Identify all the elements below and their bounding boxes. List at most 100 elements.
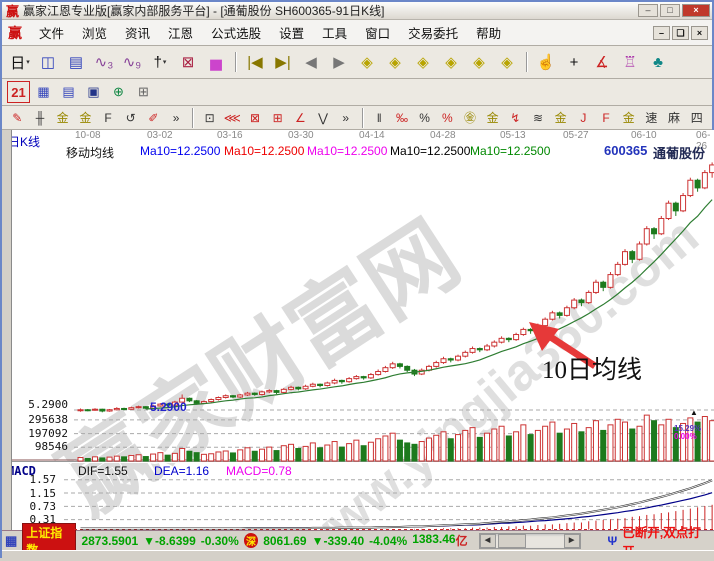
scroll-right-button[interactable]: ▶ (563, 533, 580, 548)
scroll-thumb[interactable] (497, 533, 526, 548)
stock-code: 600365 (604, 143, 648, 158)
box-fan-2-tool[interactable]: ⊞ (272, 110, 283, 125)
menu-item-江恩[interactable]: 江恩 (168, 27, 194, 41)
maximize-button[interactable]: □ (660, 4, 680, 17)
first-page-button[interactable]: |◀ (247, 54, 263, 71)
toolbar-separator (362, 107, 363, 128)
percent-line-tool[interactable]: % (441, 110, 453, 125)
menu-item-文件[interactable]: 文件 (39, 27, 65, 41)
fib-grid-tool[interactable]: F (104, 110, 112, 125)
kline-chart-canvas[interactable] (2, 130, 714, 530)
scroll-left-button[interactable]: ◀ (479, 533, 496, 548)
zigzag-tool[interactable]: ⋁ (318, 110, 328, 125)
box-tool[interactable]: ⊡ (204, 110, 215, 125)
shenzhen-badge: 深 (243, 533, 259, 548)
gold-circle-tool[interactable]: ㊎ (463, 111, 476, 125)
date-tick-label: 03-16 (217, 130, 243, 141)
pencil-tool[interactable]: ✎ (12, 110, 23, 125)
menu-item-设置[interactable]: 设置 (279, 27, 305, 41)
mdi-restore-button[interactable]: ❏ (672, 25, 689, 40)
wave-3-button[interactable]: ∿₃ (94, 54, 114, 71)
prev-button[interactable]: ◀ (305, 54, 317, 71)
diamond-zoomout-button[interactable]: ◈ (501, 54, 513, 71)
close-button[interactable]: × (682, 4, 710, 17)
sz-index-pct: -4.04% (369, 533, 408, 548)
mdi-close-button[interactable]: × (691, 25, 708, 40)
diamond-zoomin-button[interactable]: ◈ (473, 54, 485, 71)
f-line-tool[interactable]: F (602, 110, 610, 125)
diamond-hexpand-button[interactable]: ◈ (445, 54, 457, 71)
mdi-minimize-button[interactable]: – (653, 25, 670, 40)
percent-tool[interactable]: % (419, 110, 430, 125)
grid-tool[interactable]: ╫ (35, 110, 45, 125)
j-line-tool[interactable]: J (580, 110, 587, 125)
diamond-left-button[interactable]: ◈ (361, 54, 373, 71)
notepad-button[interactable]: ▤ (62, 84, 75, 99)
save-button[interactable]: ▣ (87, 84, 100, 99)
ma-section-label: 移动均线 (66, 146, 115, 160)
candle-style-button[interactable]: † ▾ (153, 53, 167, 71)
gann-grid-1-tool[interactable]: 金 (56, 111, 69, 125)
angle-tool-button[interactable]: ∡ (595, 54, 609, 71)
spiral-tool[interactable]: ↺ (125, 110, 136, 125)
analyze-tool-button[interactable]: ♣ (653, 53, 663, 71)
ma10-line (145, 199, 713, 410)
next-button[interactable]: ▶ (333, 54, 345, 71)
menu-item-资讯[interactable]: 资讯 (125, 27, 151, 41)
more-tools-2-button[interactable]: » (342, 110, 350, 125)
quote-grid-icon[interactable]: ▦ (5, 532, 18, 548)
market-screen-button[interactable]: ◫ (40, 54, 56, 71)
gold-line-2-tool[interactable]: 金 (554, 111, 567, 125)
crosshair-tool-button[interactable]: + (569, 53, 579, 71)
ma10-legend-value: Ma10=12.2500 (307, 144, 388, 158)
wave-box-tool[interactable]: ≋ (532, 110, 544, 125)
angle-lines-tool[interactable]: ∠ (294, 110, 306, 125)
formula-button[interactable]: ⊠ (181, 54, 195, 71)
menu-item-帮助[interactable]: 帮助 (476, 27, 502, 41)
menu-item-浏览[interactable]: 浏览 (82, 27, 108, 41)
calculator-button[interactable]: ▦ (37, 84, 50, 99)
menu-item-窗口[interactable]: 窗口 (365, 27, 391, 41)
menu-item-工具[interactable]: 工具 (322, 27, 348, 41)
speed-line-tool[interactable]: 速 (645, 111, 658, 125)
app-logo-icon: 赢 (6, 4, 20, 19)
last-page-button[interactable]: ▶| (275, 54, 291, 71)
gold-line-3-tool[interactable]: 金 (622, 111, 635, 125)
menu-item-交易委托[interactable]: 交易委托 (408, 27, 459, 41)
bars-tool[interactable]: ‖ (376, 110, 382, 125)
sh-index-change: ▼-8.6399 (143, 533, 196, 548)
pencil-grid-tool[interactable]: ✐ (148, 110, 159, 125)
stamp-tool-button[interactable]: ♖ (623, 54, 637, 71)
network-button[interactable]: ⊕ (113, 84, 124, 99)
chart-area[interactable]: 赢家财富网 www.yingjia360.com QQ:100800360 日K… (2, 130, 714, 530)
gann-grid-2-tool[interactable]: 金 (79, 111, 92, 125)
percent-scale-tool[interactable]: ‰ (395, 110, 408, 125)
volume-axis-label: 98546 (34, 440, 68, 453)
macd-dea-label: DEA=1.16 (154, 464, 210, 478)
status-scrollbar[interactable]: ◀ ▶ (478, 532, 581, 549)
wave-9-button[interactable]: ∿₉ (122, 54, 142, 71)
info-list-button[interactable]: ▤ (68, 54, 84, 71)
calendar-button[interactable]: 21 (7, 81, 30, 103)
hemp-line-tool[interactable]: 麻 (668, 111, 681, 125)
more-tools-1-button[interactable]: » (172, 110, 180, 125)
hand-tool-button[interactable]: ☝ (536, 54, 556, 71)
macd-macd-label: MACD=0.78 (226, 464, 292, 478)
kline-period-button[interactable]: 日 ▾ (10, 54, 30, 72)
date-tick-label: 04-28 (430, 130, 456, 141)
diamond-right-button[interactable]: ◈ (389, 54, 401, 71)
price-annotation: 5.2900 (150, 400, 187, 414)
gold-line-1-tool[interactable]: 金 (486, 111, 499, 125)
histogram-button[interactable]: ▅ (210, 54, 222, 71)
left-scrollbar[interactable] (2, 130, 12, 530)
fan-lines-tool[interactable]: ⋘ (223, 110, 241, 125)
amount-unit: 亿 (455, 534, 468, 548)
minimize-button[interactable]: – (638, 4, 658, 17)
status-bar: ▦ 上证指数 2873.5901 ▼-8.6399 -0.30% 深 8061.… (2, 522, 714, 559)
menu-item-公式选股[interactable]: 公式选股 (211, 27, 262, 41)
workstation-button[interactable]: ⊞ (138, 84, 149, 99)
box-fan-1-tool[interactable]: ⊠ (249, 110, 261, 125)
candle-pencil-tool[interactable]: ↯ (510, 110, 521, 125)
four-line-tool[interactable]: 四 (690, 111, 703, 125)
diamond-hshrink-button[interactable]: ◈ (417, 54, 429, 71)
